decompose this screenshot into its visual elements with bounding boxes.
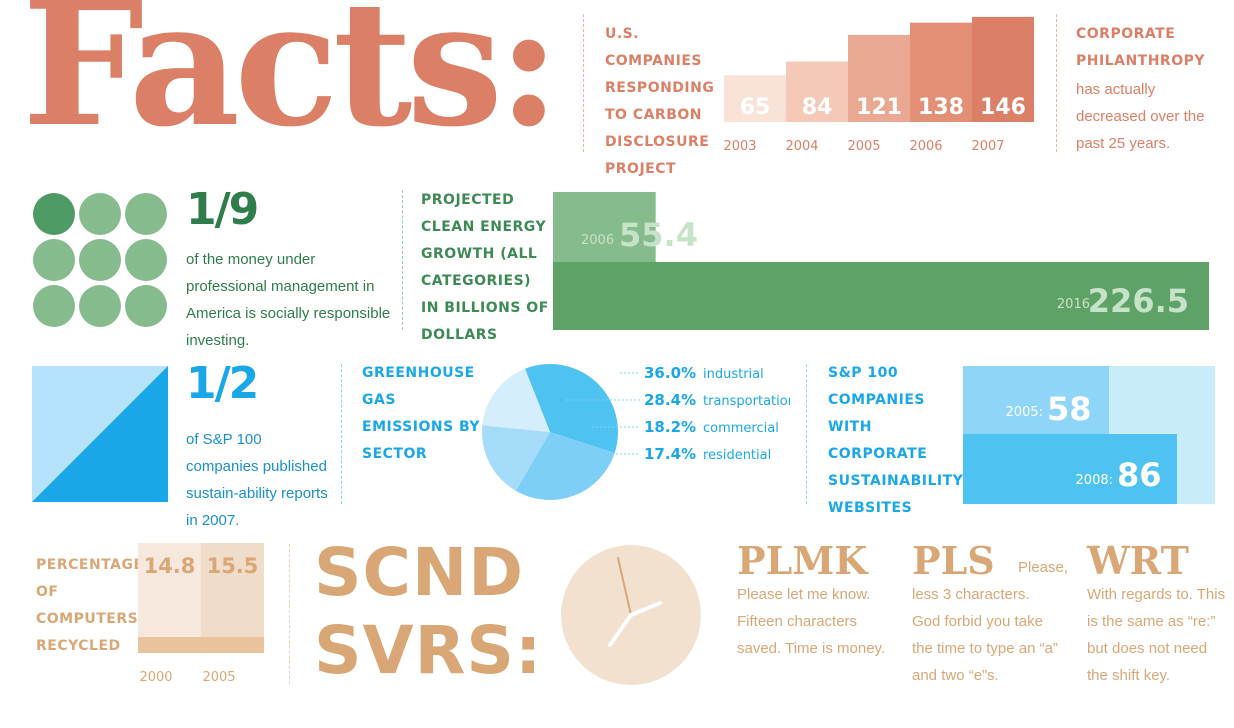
abbr-wrt: WRT — [1087, 538, 1189, 583]
money-dot — [33, 193, 75, 235]
clock-icon — [561, 545, 701, 685]
recycling-year: 2005 — [202, 670, 235, 685]
abbr-pls: PLS — [912, 538, 995, 583]
recycling-bar-chart: 14.8 2000 15.5 2005 — [138, 543, 264, 685]
sp100-value-2008: 86 — [1117, 456, 1162, 494]
abbr-wrt-text: With regards to. This is the same as “re… — [1087, 586, 1226, 684]
clock-second-hand — [617, 557, 632, 616]
cdp-bar-value: 84 — [802, 95, 833, 120]
recycling-bar — [201, 543, 264, 653]
recycling-bar — [138, 543, 201, 653]
money-dot — [79, 285, 121, 327]
cdp-bar — [910, 22, 972, 122]
ghg-percent-label: 28.4% — [644, 391, 696, 409]
ghg-label: Greenhouse Gas Emissions by Sector — [362, 365, 481, 462]
sp100-bar-2008 — [963, 434, 1177, 504]
cdp-year-label: 2006 — [909, 139, 942, 154]
reports-fraction: 1/2 — [186, 358, 259, 409]
ghg-percent-label: 36.0% — [644, 364, 696, 382]
half-triangle-graphic — [32, 366, 168, 502]
philanthropy-text: has actually decreased over the past 25 … — [1076, 81, 1205, 152]
abbr-plmk: PLMK — [737, 538, 868, 583]
money-dot — [125, 285, 167, 327]
cdp-bar-value: 121 — [856, 95, 902, 120]
divider — [1056, 14, 1057, 152]
svrs-line: SVRS: — [314, 612, 543, 689]
ghg-percent-label: 17.4% — [644, 445, 696, 463]
money-dot — [125, 193, 167, 235]
cdp-bar — [848, 34, 910, 122]
philanthropy-title: Corporate Philanthropy — [1076, 26, 1206, 69]
abbr-pls-text: less 3 characters. God forbid you take t… — [912, 586, 1058, 684]
money-dot — [33, 285, 75, 327]
divider — [583, 14, 584, 152]
recycling-bar-base — [201, 637, 264, 653]
sp100-websites-label: S&P 100 Companies with Corporate Sustain… — [828, 365, 964, 516]
clean-energy-bar-2006 — [553, 192, 656, 262]
clean-energy-bar-2016 — [553, 262, 1209, 330]
money-dot — [33, 239, 75, 281]
recycling-value: 15.5 — [207, 554, 259, 578]
scnd-svrs-title: SCND SVRS: — [314, 534, 542, 690]
recycling-year: 2000 — [139, 670, 172, 685]
clean-energy-value-2016: 226.5 — [1088, 282, 1189, 320]
cdp-bar-value: 146 — [980, 95, 1026, 120]
divider — [806, 364, 807, 504]
sp100-websites-chart: 2005: 58 2008: 86 — [963, 366, 1215, 504]
recycling-value: 14.8 — [144, 554, 196, 578]
recycling-label: Percentage of Computers Recycled — [36, 557, 144, 654]
clean-energy-year-2016: 2016 — [1057, 297, 1090, 312]
ghg-pie-slice — [515, 432, 615, 500]
money-dot — [79, 239, 121, 281]
money-dot-grid — [33, 193, 167, 327]
cdp-bar — [724, 75, 786, 122]
cdp-bar-value: 138 — [918, 95, 964, 120]
abbr-pls-inline: Please, — [1018, 559, 1069, 576]
triangle-dark — [32, 366, 168, 502]
ghg-pie-slice — [482, 368, 550, 432]
cdp-bar — [972, 16, 1034, 122]
money-text: of the money under professional manageme… — [186, 251, 391, 349]
ghg-sector-label: residential — [703, 448, 771, 463]
scnd-line: SCND — [314, 534, 524, 611]
abbr-plmk-text: Please let me know. Fifteen characters s… — [737, 586, 886, 657]
clock-hour-hand — [629, 601, 662, 617]
sp100-value-2005: 58 — [1047, 390, 1092, 428]
ghg-percent-label: 18.2% — [644, 418, 696, 436]
clean-energy-year-2006: 2006 — [581, 233, 614, 248]
cdp-chart-label: U.S. Companies Responding to Carbon Disc… — [605, 26, 715, 177]
recycling-bar-base — [138, 637, 201, 653]
divider — [289, 544, 290, 684]
sp100-year-2008: 2008: — [1076, 473, 1113, 488]
clean-energy-label: Projected Clean Energy Growth (All Categ… — [421, 192, 549, 343]
reports-text: of S&P 100 companies published sustain-a… — [186, 431, 328, 529]
cdp-bar — [786, 61, 848, 122]
divider — [341, 364, 342, 504]
sp100-year-2005: 2005: — [1006, 405, 1043, 420]
money-dot — [125, 239, 167, 281]
cdp-year-label: 2003 — [724, 139, 757, 154]
ghg-sector-label: industrial — [703, 367, 764, 382]
ghg-sector-label: transportation — [703, 394, 790, 409]
ghg-pie-chart: 36.0% industrial 28.4% transportation 18.2% c… — [482, 364, 790, 500]
money-fraction: 1/9 — [186, 184, 259, 235]
divider — [402, 190, 403, 330]
sp100-bar-2005 — [963, 366, 1109, 434]
money-dot — [79, 193, 121, 235]
cdp-year-label: 2007 — [971, 139, 1004, 154]
ghg-sector-label: commercial — [703, 421, 779, 436]
cdp-bar-chart: 65 2003 84 2004 121 2005 138 2006 146 2007 — [724, 16, 1034, 154]
cdp-year-label: 2005 — [847, 139, 880, 154]
facts-title: Facts: — [22, 0, 561, 165]
cdp-bar-value: 65 — [740, 95, 771, 120]
clock-minute-hand — [608, 613, 633, 647]
ghg-pie-slice — [482, 425, 550, 491]
clean-energy-value-2006: 55.4 — [619, 216, 698, 254]
ghg-pie-slice — [524, 364, 618, 454]
cdp-year-label: 2004 — [785, 139, 818, 154]
